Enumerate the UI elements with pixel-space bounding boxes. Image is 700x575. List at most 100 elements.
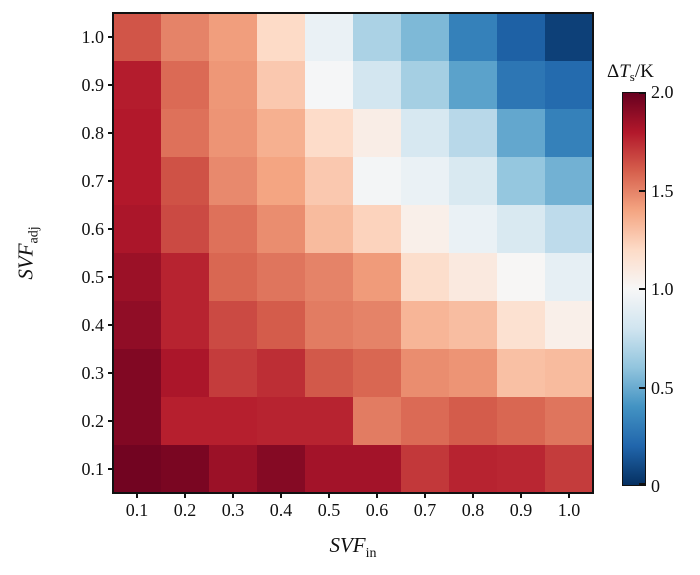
heatmap-cell: [161, 301, 209, 349]
heatmap-cell: [161, 349, 209, 397]
heatmap-cell: [113, 349, 161, 397]
heatmap-cell: [257, 301, 305, 349]
heatmap-cell: [113, 205, 161, 253]
heatmap-cell: [449, 445, 497, 493]
heatmap-cell: [401, 109, 449, 157]
heatmap-cell: [353, 109, 401, 157]
x-axis-label: SVFin: [329, 533, 376, 562]
heatmap-cell: [497, 349, 545, 397]
heatmap-cell: [545, 13, 593, 61]
heatmap-cell: [353, 445, 401, 493]
colorbar-tick-label: 0: [651, 476, 660, 496]
heatmap-cell: [449, 397, 497, 445]
y-tick: [108, 180, 113, 182]
heatmap-cell: [209, 109, 257, 157]
y-tick-label: 0.5: [81, 267, 105, 287]
y-tick: [108, 228, 113, 230]
colorbar-tick: [639, 483, 645, 485]
heatmap-cell: [497, 157, 545, 205]
heatmap-cell: [401, 253, 449, 301]
heatmap-cell: [353, 349, 401, 397]
heatmap-grid: [113, 13, 593, 493]
x-tick-label: 0.9: [509, 500, 533, 520]
heatmap-cell: [353, 301, 401, 349]
y-tick-label: 0.4: [81, 315, 105, 335]
colorbar-tick-label: 0.5: [651, 377, 674, 398]
heatmap-cell: [257, 13, 305, 61]
heatmap-cell: [113, 13, 161, 61]
x-tick: [136, 493, 138, 498]
x-axis-label-main: SVF: [329, 533, 366, 557]
x-tick: [376, 493, 378, 498]
x-tick: [280, 493, 282, 498]
heatmap-cell: [257, 109, 305, 157]
y-axis-label: SVFadj: [14, 226, 43, 279]
heatmap-cell: [497, 253, 545, 301]
x-tick: [328, 493, 330, 498]
colorbar-tick-label: 1.5: [651, 180, 674, 201]
y-tick-label: 0.9: [81, 75, 105, 95]
heatmap-cell: [401, 301, 449, 349]
heatmap-cell: [209, 301, 257, 349]
colorbar-tick: [639, 92, 645, 94]
heatmap-cell: [449, 253, 497, 301]
heatmap-cell: [161, 397, 209, 445]
x-tick-label: 0.3: [221, 500, 245, 520]
y-tick: [108, 132, 113, 134]
heatmap-cell: [545, 61, 593, 109]
heatmap-cell: [209, 253, 257, 301]
heatmap-cell: [401, 205, 449, 253]
colorbar-label-delta: Δ: [607, 61, 620, 82]
y-tick-label: 0.6: [81, 219, 105, 239]
heatmap-cell: [353, 205, 401, 253]
heatmap-cell: [497, 397, 545, 445]
colorbar-label-suffix: /K: [634, 61, 654, 82]
x-axis-label-subscript: in: [365, 546, 377, 561]
heatmap-cell: [209, 445, 257, 493]
heatmap-cell: [161, 13, 209, 61]
x-tick: [520, 493, 522, 498]
heatmap-cell: [497, 301, 545, 349]
heatmap-cell: [353, 13, 401, 61]
x-tick-label: 0.1: [125, 500, 149, 520]
y-tick-label: 0.8: [81, 123, 105, 143]
heatmap-cell: [449, 109, 497, 157]
heatmap-cell: [257, 253, 305, 301]
heatmap-cell: [257, 61, 305, 109]
heatmap-cell: [497, 109, 545, 157]
heatmap-cell: [113, 301, 161, 349]
colorbar-tick: [639, 288, 645, 290]
heatmap-cell: [257, 205, 305, 253]
heatmap-cell: [401, 61, 449, 109]
x-tick: [424, 493, 426, 498]
heatmap-cell: [401, 445, 449, 493]
x-tick: [184, 493, 186, 498]
y-tick: [108, 276, 113, 278]
heatmap-cell: [305, 13, 353, 61]
heatmap-cell: [113, 61, 161, 109]
colorbar-tick: [639, 386, 645, 389]
heatmap-cell: [305, 205, 353, 253]
heatmap-cell: [209, 349, 257, 397]
heatmap-cell: [305, 349, 353, 397]
x-tick: [568, 493, 570, 498]
heatmap-cell: [257, 349, 305, 397]
heatmap-cell: [113, 397, 161, 445]
x-tick-label: 0.8: [461, 500, 485, 520]
x-tick: [232, 493, 234, 498]
heatmap-cell: [161, 61, 209, 109]
heatmap-cell: [113, 157, 161, 205]
y-tick: [108, 372, 113, 374]
heatmap-cell: [113, 445, 161, 493]
y-tick-label: 0.7: [81, 171, 105, 191]
heatmap-cell: [545, 445, 593, 493]
y-tick-label: 0.1: [81, 459, 105, 479]
heatmap-cell: [545, 157, 593, 205]
heatmap-cell: [353, 157, 401, 205]
y-axis-label-subscript: adj: [26, 226, 42, 244]
colorbar-tick: [639, 189, 645, 192]
heatmap-cell: [545, 397, 593, 445]
heatmap-cell: [161, 253, 209, 301]
heatmap-cell: [545, 349, 593, 397]
heatmap-cell: [257, 157, 305, 205]
